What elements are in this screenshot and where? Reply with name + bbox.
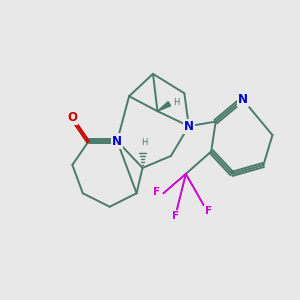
Text: O: O — [68, 111, 77, 124]
Text: H: H — [141, 138, 147, 147]
Text: F: F — [205, 206, 212, 216]
Text: N: N — [238, 93, 248, 106]
Text: H: H — [173, 98, 179, 107]
Text: F: F — [153, 187, 161, 197]
Text: N: N — [112, 134, 122, 148]
Text: N: N — [184, 120, 194, 133]
Polygon shape — [158, 102, 171, 111]
Text: F: F — [172, 211, 179, 221]
